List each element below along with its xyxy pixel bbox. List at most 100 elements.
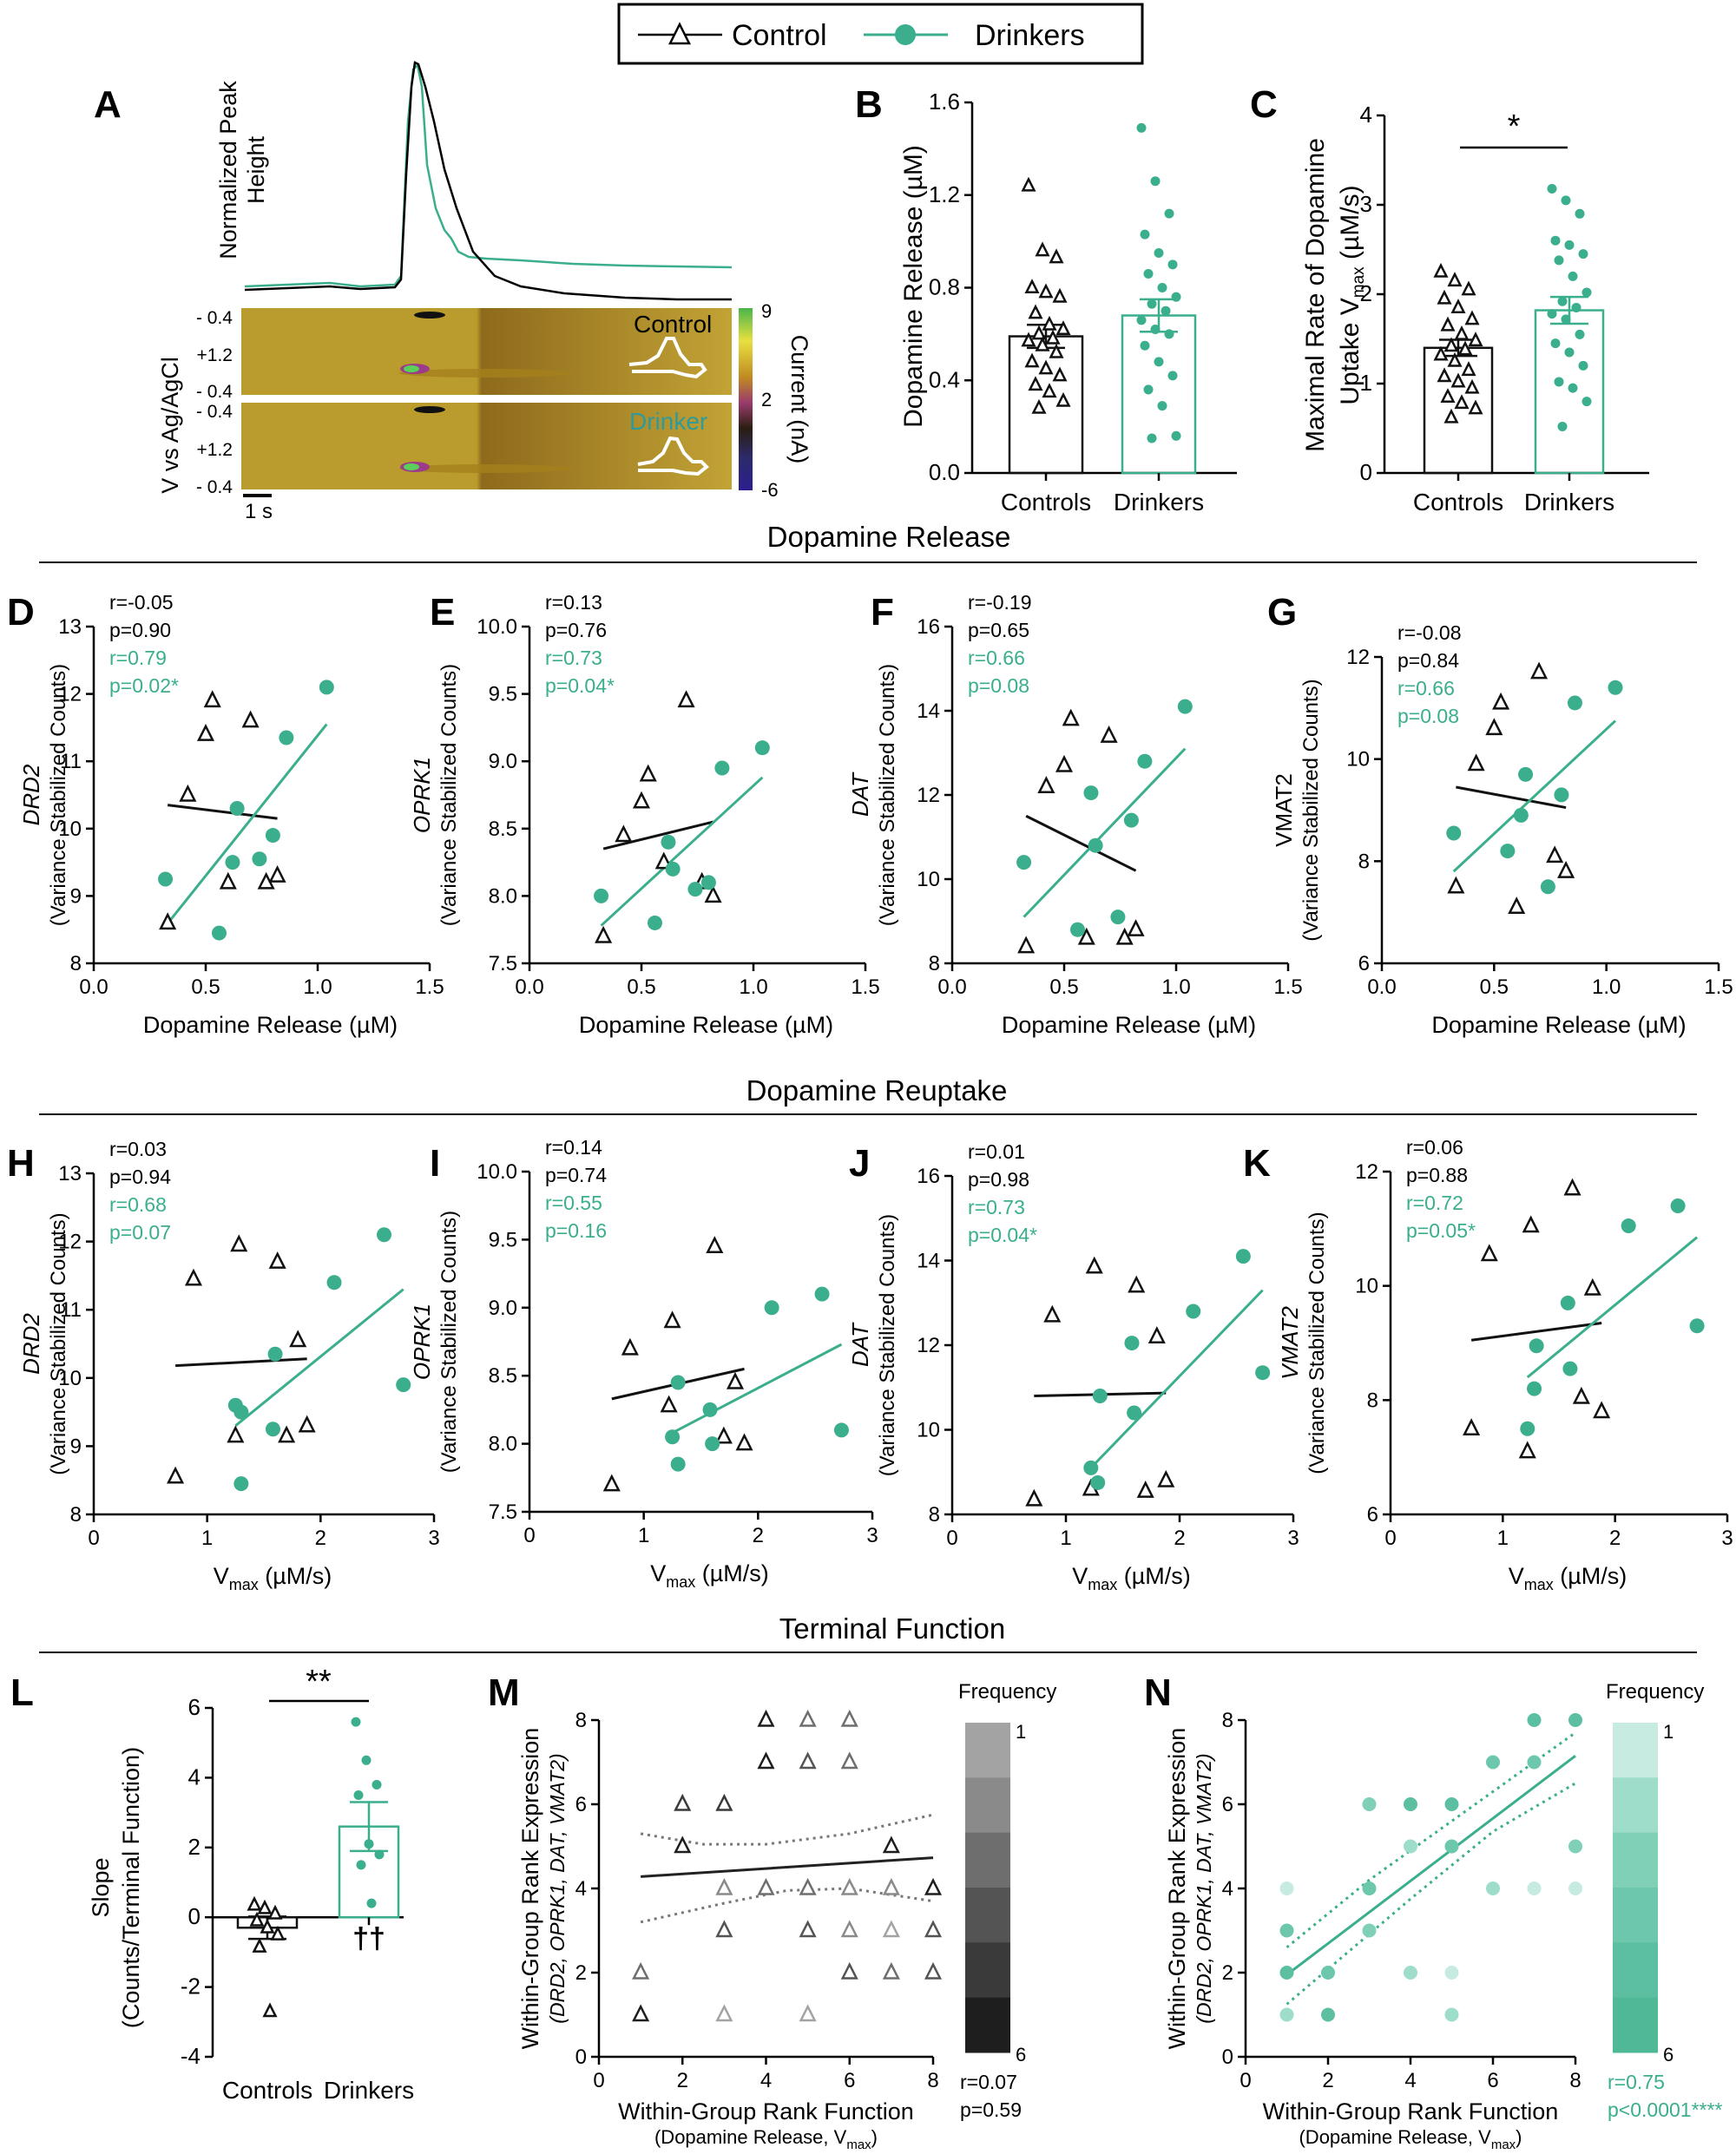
- y-tick-label: 16: [917, 1165, 940, 1188]
- x-tick-label: 0.0: [79, 975, 108, 999]
- x-tick-label: 3: [428, 1527, 439, 1550]
- stat-label: p=0.76: [545, 619, 607, 641]
- y-tick-label: 9.5: [489, 683, 517, 706]
- data-point-control: [159, 912, 177, 930]
- x-tick-label: 1.5: [1273, 975, 1302, 999]
- data-point-drinker: [1154, 247, 1164, 258]
- data-point-drinker: [1016, 855, 1032, 870]
- x-subtitle-part: ): [1516, 2126, 1522, 2148]
- frequency-swatch: [965, 1942, 1010, 1999]
- data-point-control: [1035, 241, 1050, 257]
- data-point-drinker: [252, 851, 267, 867]
- x-axis-title: Dopamine Release (µM): [143, 1012, 398, 1038]
- data-point-control: [1557, 860, 1575, 878]
- data-point-drinker: [702, 1402, 718, 1417]
- data-point-drinker: [1529, 1338, 1544, 1354]
- data-point-drinker: [1689, 1318, 1705, 1334]
- panel-letter: C: [1250, 83, 1278, 126]
- rank-point: [1444, 1797, 1459, 1811]
- x-tick-label: 0.5: [1480, 975, 1509, 999]
- data-point-control: [257, 1899, 273, 1914]
- panel-a-vtick-4: - 0.4: [196, 402, 233, 422]
- data-point-drinker: [396, 1377, 411, 1393]
- data-point-control: [1035, 336, 1050, 351]
- y-axis-title-2: (Counts/Terminal Function): [118, 1747, 144, 2028]
- data-point-drinker: [1581, 397, 1592, 407]
- data-point-drinker: [670, 1375, 686, 1390]
- panel-letter: K: [1243, 1142, 1271, 1185]
- panel-i: I 7.5 8.0 8.5 9.0 9.5 10.0 0 1 2 3 OPRK1 (Variance S…: [409, 1136, 878, 1591]
- data-point-drinker: [1186, 1304, 1201, 1319]
- data-point-control: [1437, 367, 1452, 383]
- data-point-drinker: [1147, 433, 1157, 443]
- y-axis-title: Within-Group Rank Expression: [1164, 1728, 1190, 2050]
- data-point-control: [1508, 896, 1526, 915]
- data-point-drinker: [1540, 879, 1555, 895]
- data-point-drinker: [233, 1404, 249, 1420]
- rank-point: [1362, 1797, 1377, 1811]
- y-tick-label: 10: [1355, 1275, 1378, 1298]
- legend: Control Drinkers: [617, 3, 1144, 65]
- x-subtitle-part: (Dopamine Release, V: [1299, 2126, 1491, 2148]
- data-point-control: [298, 1415, 316, 1433]
- y-tick-label: 12: [58, 683, 82, 706]
- data-point-drinker: [1164, 329, 1174, 339]
- x-title-unit: (µM/s): [259, 1563, 332, 1589]
- x-tick-label: 1.0: [1161, 975, 1190, 999]
- data-point-drinker: [1150, 325, 1161, 335]
- data-point-drinker: [1554, 377, 1564, 387]
- stat-label: p=0.59: [960, 2098, 1022, 2121]
- rank-point: [1444, 1966, 1459, 1980]
- y-tick-label: 10.0: [477, 1160, 517, 1184]
- panel-a-oxidation-drinker: [414, 406, 445, 413]
- data-point-control: [1433, 262, 1449, 278]
- rank-point: [924, 1961, 943, 1980]
- x-tick-label: 2: [1609, 1527, 1621, 1550]
- x-tick-label: 4: [1404, 2069, 1416, 2092]
- y-tick-label: 3: [1360, 191, 1372, 217]
- stat-label: r=-0.08: [1397, 621, 1462, 644]
- y-tick-label: 4: [1222, 1877, 1233, 1901]
- x-tick-label: 6: [1487, 2069, 1498, 2092]
- data-point-drinker: [1255, 1365, 1271, 1381]
- y-tick-label: 9: [70, 884, 82, 908]
- fit-line-control: [1470, 1321, 1602, 1342]
- data-point-drinker: [1560, 1295, 1575, 1310]
- data-point-control: [1464, 310, 1480, 325]
- fit-line-control: [602, 820, 713, 850]
- stat-label: p=0.04*: [545, 674, 615, 697]
- panel-a-ylabel-1: Normalized Peak: [215, 81, 241, 259]
- section-title-release: Dopamine Release: [767, 521, 1011, 553]
- data-point-drinker: [1167, 259, 1178, 270]
- data-point-control: [1045, 329, 1061, 345]
- x-tick-label: 2: [677, 2069, 688, 2092]
- data-point-control: [1052, 366, 1068, 382]
- frequency-tick: 1: [1016, 1721, 1026, 1743]
- data-point-control: [1147, 1326, 1166, 1343]
- panel-f: F 8 10 12 14 16 0.0 0.5 1.0 1.5 DAT (Variance Stabi…: [847, 591, 1303, 1038]
- y-tick-label: 7.5: [489, 952, 517, 975]
- frequency-swatch: [1613, 1832, 1658, 1888]
- data-point-drinker: [1140, 229, 1150, 240]
- data-point-drinker: [1571, 302, 1581, 312]
- data-point-drinker: [1500, 844, 1516, 859]
- rank-point: [1279, 1881, 1294, 1895]
- data-point-control: [1440, 316, 1456, 332]
- panel-c: C 0 1 2 3 4 Controls Drinkers Maximal Rate of Do…: [1250, 83, 1649, 516]
- rank-point: [674, 1793, 692, 1811]
- x-title-sub: max: [1088, 1576, 1117, 1593]
- legend-drinker-label: Drinkers: [975, 19, 1085, 52]
- x-title-part: V: [650, 1560, 666, 1586]
- data-point-control: [203, 690, 221, 708]
- fit-line-drinker: [1023, 747, 1187, 918]
- rank-point: [882, 1877, 900, 1895]
- rank-point: [1568, 1881, 1582, 1895]
- data-point-drinker: [351, 1717, 361, 1727]
- frequency-tick: 6: [1016, 2044, 1026, 2065]
- y-tick-label: 11: [60, 1298, 82, 1322]
- stat-label: r=0.14: [545, 1136, 602, 1159]
- y-tick-label: 10: [1346, 748, 1370, 772]
- x-axis-title: Dopamine Release (µM): [1431, 1012, 1686, 1038]
